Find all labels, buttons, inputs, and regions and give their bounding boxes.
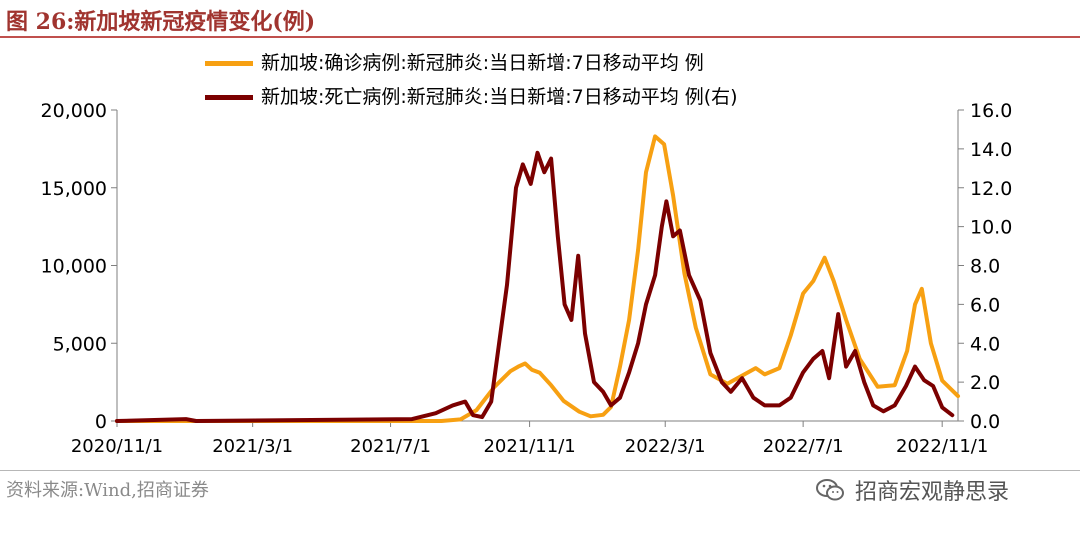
series-line-deaths <box>115 150 955 423</box>
title-divider <box>0 36 1080 38</box>
y-right-tick-label: 12.0 <box>970 178 1012 200</box>
series-line-confirmed <box>115 134 960 423</box>
legend-swatch-deaths <box>205 94 253 100</box>
watermark: 招商宏观静思录 <box>815 474 1009 506</box>
y-left-tick-label: 10,000 <box>41 256 107 278</box>
chart-legend: 新加坡:确诊病例:新冠肺炎:当日新增:7日移动平均 例 新加坡:死亡病例:新冠肺… <box>205 46 738 114</box>
y-right-tick-label: 10.0 <box>970 217 1012 239</box>
y-right-tick-label: 0.0 <box>970 411 1000 433</box>
legend-swatch-confirmed <box>205 60 253 66</box>
y-right-tick-label: 14.0 <box>970 139 1012 161</box>
y-left-tick-label: 20,000 <box>41 100 107 122</box>
x-tick-label: 2021/7/1 <box>350 436 431 457</box>
x-tick-label: 2021/3/1 <box>212 436 293 457</box>
x-tick-label: 2021/11/1 <box>483 436 575 457</box>
y-right-tick-label: 6.0 <box>970 294 1000 316</box>
wechat-icon <box>816 479 844 501</box>
x-tick-label: 2020/11/1 <box>71 436 163 457</box>
chart-lines <box>115 134 960 423</box>
legend-item-deaths: 新加坡:死亡病例:新冠肺炎:当日新增:7日移动平均 例(右) <box>205 80 738 114</box>
x-tick-label: 2022/11/1 <box>896 436 988 457</box>
y-left-tick-label: 15,000 <box>41 178 107 200</box>
y-right-tick-label: 16.0 <box>970 100 1012 122</box>
y-right-tick-label: 8.0 <box>970 256 1000 278</box>
legend-label-confirmed: 新加坡:确诊病例:新冠肺炎:当日新增:7日移动平均 例 <box>261 52 704 74</box>
legend-label-deaths: 新加坡:死亡病例:新冠肺炎:当日新增:7日移动平均 例(右) <box>261 86 738 108</box>
x-tick-label: 2022/7/1 <box>763 436 844 457</box>
source-divider <box>0 470 1080 471</box>
watermark-text: 招商宏观静思录 <box>855 480 1010 505</box>
y-left-tick-label: 5,000 <box>53 333 107 355</box>
legend-item-confirmed: 新加坡:确诊病例:新冠肺炎:当日新增:7日移动平均 例 <box>205 46 738 80</box>
source-note: 资料来源:Wind,招商证券 <box>6 480 209 501</box>
x-tick-label: 2022/3/1 <box>625 436 706 457</box>
chart-tick-labels: 20,000 15,000 10,000 5,000 0 16.0 14.0 12.0 10.0… <box>41 100 1013 457</box>
y-right-tick-label: 4.0 <box>970 333 1000 355</box>
y-right-tick-label: 2.0 <box>970 372 1000 394</box>
y-left-tick-label: 0 <box>95 411 107 433</box>
figure-title: 图 26:新加坡新冠疫情变化(例) <box>6 9 316 35</box>
